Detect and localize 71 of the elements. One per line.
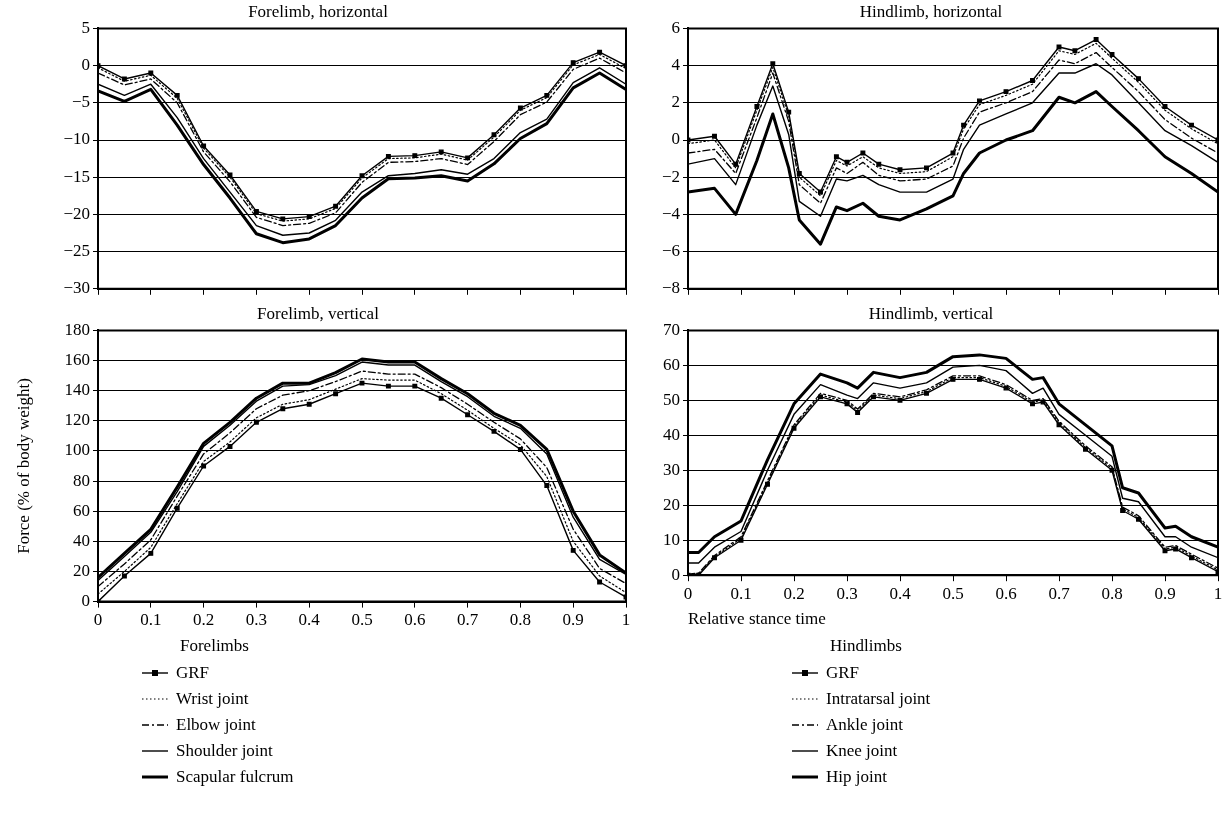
x-tick-label: 0.3 — [836, 583, 858, 603]
y-tick-label: 40 — [73, 530, 90, 550]
y-tick-label: 30 — [663, 459, 680, 479]
y-tick-label: 140 — [64, 380, 90, 400]
y-tick-label: 160 — [64, 350, 90, 369]
x-tick-label: 0.4 — [298, 610, 321, 630]
legend-title: Hindlimbs — [830, 636, 903, 656]
x-axis-title: Relative stance time — [688, 609, 826, 629]
x-tick-label: 0.8 — [1101, 583, 1123, 603]
y-tick-label: 0 — [671, 129, 680, 149]
legend-label: Intratarsal joint — [826, 689, 931, 709]
legend-label: Knee joint — [826, 741, 898, 761]
x-tick-label: 0.9 — [562, 610, 584, 630]
chart-title: Hindlimb, vertical — [868, 303, 994, 323]
x-tick-label: 0.1 — [730, 583, 752, 603]
x-tick-label: 0.3 — [245, 610, 268, 630]
y-tick-label: 2 — [671, 92, 680, 112]
legend-label: Scapular fulcrum — [176, 767, 294, 787]
y-tick-label: 4 — [671, 55, 681, 75]
x-tick-label: 0.5 — [351, 610, 373, 630]
y-tick-label: −2 — [661, 166, 680, 186]
x-tick-label: 0.1 — [140, 610, 162, 630]
legend-label: Wrist joint — [176, 689, 249, 709]
x-tick-label: 0.2 — [192, 610, 215, 630]
y-tick-label: 0 — [81, 55, 90, 75]
y-tick-label: −15 — [63, 166, 90, 186]
y-tick-label: 0 — [671, 564, 680, 584]
chart-title: Hindlimb, horizontal — [859, 1, 1003, 21]
y-tick-label: 6 — [671, 17, 680, 37]
y-tick-label: 180 — [64, 319, 90, 339]
y-tick-label: 50 — [663, 389, 680, 409]
legend-label: GRF — [826, 663, 860, 683]
y-tick-label: 70 — [663, 319, 680, 339]
y-tick-label: 100 — [64, 440, 90, 460]
legend-label: GRF — [176, 663, 210, 683]
x-tick-label: 0.2 — [783, 583, 805, 603]
y-tick-label: 60 — [73, 500, 90, 520]
y-tick-label: −10 — [63, 129, 90, 149]
y-tick-label: 120 — [64, 410, 90, 430]
x-tick-label: 0.6 — [404, 610, 426, 630]
y-tick-label: 20 — [663, 494, 680, 514]
chart-title: Forelimb, horizontal — [248, 1, 389, 21]
x-tick-label: 0.5 — [942, 583, 964, 603]
y-tick-label: −30 — [63, 278, 90, 298]
y-tick-label: 60 — [663, 354, 680, 374]
x-tick-label: 1 — [621, 610, 631, 630]
y-tick-label: 20 — [73, 560, 90, 580]
legend-label: Elbow joint — [176, 715, 256, 735]
chart-title: Forelimb, vertical — [257, 303, 380, 323]
y-tick-label: 5 — [81, 17, 90, 37]
y-tick-label: −8 — [661, 278, 680, 298]
x-tick-label: 0.8 — [509, 610, 532, 630]
y-tick-label: −4 — [661, 203, 681, 223]
x-tick-label: 0.6 — [995, 583, 1017, 603]
y-tick-label: −5 — [71, 92, 90, 112]
x-tick-label: 1 — [1213, 583, 1223, 603]
x-tick-label: 0.7 — [1048, 583, 1071, 603]
legend-label: Ankle joint — [826, 715, 903, 735]
y-axis-title: Force (% of body weight) — [13, 378, 33, 554]
y-tick-label: −20 — [63, 203, 90, 223]
x-tick-label: 0.4 — [889, 583, 912, 603]
legend-label: Hip joint — [826, 767, 887, 787]
y-tick-label: −6 — [661, 241, 680, 261]
legend-title: Forelimbs — [180, 636, 250, 656]
y-tick-label: 40 — [663, 424, 680, 444]
y-tick-label: 10 — [663, 529, 680, 549]
x-tick-label: 0.9 — [1154, 583, 1176, 603]
y-tick-label: 80 — [73, 470, 90, 490]
y-tick-label: −25 — [63, 241, 90, 261]
x-tick-label: 0.7 — [456, 610, 479, 630]
legend-label: Shoulder joint — [176, 741, 273, 761]
